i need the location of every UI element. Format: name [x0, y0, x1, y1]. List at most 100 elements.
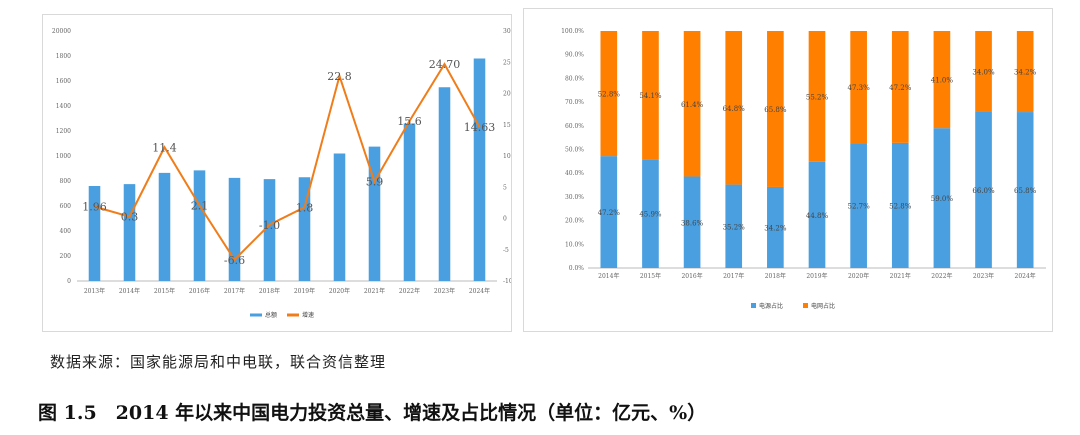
growth-data-label: 2.1: [191, 199, 209, 212]
bar-power-grid: [642, 31, 659, 160]
grid-data-label: 65.8%: [764, 106, 787, 114]
grid-data-label: 41.0%: [931, 77, 954, 85]
x-tick-label: 2017年: [224, 287, 245, 295]
left-axis-tick-label: 0: [67, 278, 71, 285]
left-axis-tick-label: 200: [60, 253, 72, 260]
bar-power-grid: [808, 31, 826, 162]
y-tick-label: 0.0%: [569, 265, 585, 272]
x-tick-label: 2014年: [119, 287, 140, 295]
growth-data-label: -6.6: [224, 254, 245, 267]
bar-total: [403, 123, 416, 281]
y-tick-label: 20.0%: [565, 218, 584, 225]
bar-power-source: [1016, 112, 1034, 268]
bar-power-grid: [600, 31, 618, 157]
bar-power-source: [975, 111, 992, 268]
bar-power-grid: [975, 31, 992, 112]
growth-data-label: 14.63: [464, 121, 496, 134]
growth-data-label: 15.6: [397, 115, 422, 128]
y-tick-label: 10.0%: [565, 241, 584, 248]
y-tick-label: 80.0%: [565, 75, 584, 82]
left-axis-tick-label: 400: [60, 228, 72, 235]
left-axis-tick-label: 1400: [56, 103, 71, 110]
bar-total: [123, 184, 136, 281]
x-tick-label: 2013年: [84, 287, 105, 295]
x-tick-label: 2024年: [1015, 272, 1036, 280]
x-tick-label: 2020年: [848, 272, 869, 280]
growth-data-label: 24.70: [429, 58, 461, 71]
growth-data-label: 11.4: [152, 141, 177, 154]
grid-data-label: 47.2%: [889, 84, 912, 92]
growth-data-label: 0.3: [121, 211, 139, 224]
growth-data-label: 1.8: [296, 201, 314, 214]
grid-data-label: 34.2%: [1014, 69, 1037, 77]
bar-total: [368, 146, 381, 281]
left-axis-tick-label: 1000: [56, 153, 71, 160]
bar-power-grid: [767, 31, 784, 187]
share-chart: 0.0% 10.0% 20.0% 30.0% 40.0% 50.0% 60.0% 70.0% 8…: [561, 28, 1046, 310]
y-tick-label: 50.0%: [565, 147, 584, 154]
bar-power-grid: [725, 31, 743, 185]
legend-label-source: 电源占比: [759, 302, 783, 310]
bar-total: [228, 177, 241, 281]
bar-power-source: [683, 176, 701, 268]
source-data-label: 59.0%: [931, 195, 954, 203]
source-data-label: 38.6%: [681, 219, 704, 227]
x-tick-label: 2016年: [189, 287, 210, 295]
bar-power-grid: [933, 31, 951, 129]
growth-data-label: 22.8: [327, 70, 352, 83]
grid-data-label: 54.1%: [639, 92, 662, 100]
left-axis-tick-label: 800: [60, 178, 72, 185]
y-tick-label: 30.0%: [565, 194, 584, 201]
bar-power-source: [767, 186, 784, 268]
source-data-label: 34.2%: [764, 224, 787, 232]
x-tick-label: 2016年: [681, 272, 702, 280]
bar-power-grid: [1016, 31, 1034, 113]
source-data-label: 52.8%: [889, 202, 912, 210]
grid-data-label: 64.8%: [723, 105, 746, 113]
y-tick-label: 90.0%: [565, 52, 584, 59]
growth-data-label: -1.0: [259, 219, 280, 232]
growth-data-label: 5.9: [366, 176, 384, 189]
x-tick-label: 2022年: [931, 272, 952, 280]
left-axis-tick-label: 600: [60, 203, 72, 210]
bar-power-grid: [850, 31, 867, 144]
bar-power-source: [600, 156, 618, 268]
legend-label-growth: 增速: [302, 311, 314, 319]
x-tick-label: 2019年: [806, 272, 827, 280]
legend-label-total: 总额: [265, 311, 277, 319]
right-axis-tick-label: -5: [503, 247, 509, 254]
y-tick-label: 40.0%: [565, 170, 584, 177]
bar-power-source: [850, 143, 867, 268]
x-tick-label: 2015年: [640, 272, 661, 280]
left-axis-tick-label: 1200: [56, 128, 71, 135]
grid-data-label: 34.0%: [972, 68, 995, 76]
source-data-label: 35.2%: [723, 223, 746, 231]
y-tick-label: 60.0%: [565, 123, 584, 130]
bar-total: [263, 179, 276, 281]
source-data-label: 52.7%: [848, 203, 871, 211]
right-axis-tick-label: 20: [503, 91, 511, 98]
bar-total: [298, 177, 311, 281]
figure-caption: 图 1.5 2014 年以来中国电力投资总量、增速及占比情况（单位：亿元、%）: [38, 402, 707, 424]
growth-line: [94, 62, 481, 262]
grid-data-label: 52.8%: [598, 91, 621, 99]
right-axis-tick-label: 25: [503, 59, 511, 66]
bar-power-grid: [891, 31, 909, 143]
right-axis-tick-label: 30: [503, 28, 511, 35]
x-tick-label: 2022年: [399, 287, 420, 295]
grid-data-label: 47.3%: [848, 84, 871, 92]
legend-label-grid: 电网占比: [811, 302, 835, 310]
source-data-label: 45.9%: [639, 211, 662, 219]
x-tick-label: 2019年: [294, 287, 315, 295]
x-tick-label: 2023年: [434, 287, 455, 295]
grid-data-label: 61.4%: [681, 101, 704, 109]
bar-total: [88, 186, 101, 281]
right-axis-tick-label: 15: [503, 122, 511, 129]
bar-total: [193, 170, 206, 281]
bar-total: [473, 58, 486, 281]
x-tick-label: 2015年: [154, 287, 175, 295]
left-axis-tick-label: 1600: [56, 78, 71, 85]
x-tick-label: 2024年: [469, 287, 490, 295]
y-tick-label: 70.0%: [565, 99, 584, 106]
x-tick-label: 2021年: [364, 287, 385, 295]
